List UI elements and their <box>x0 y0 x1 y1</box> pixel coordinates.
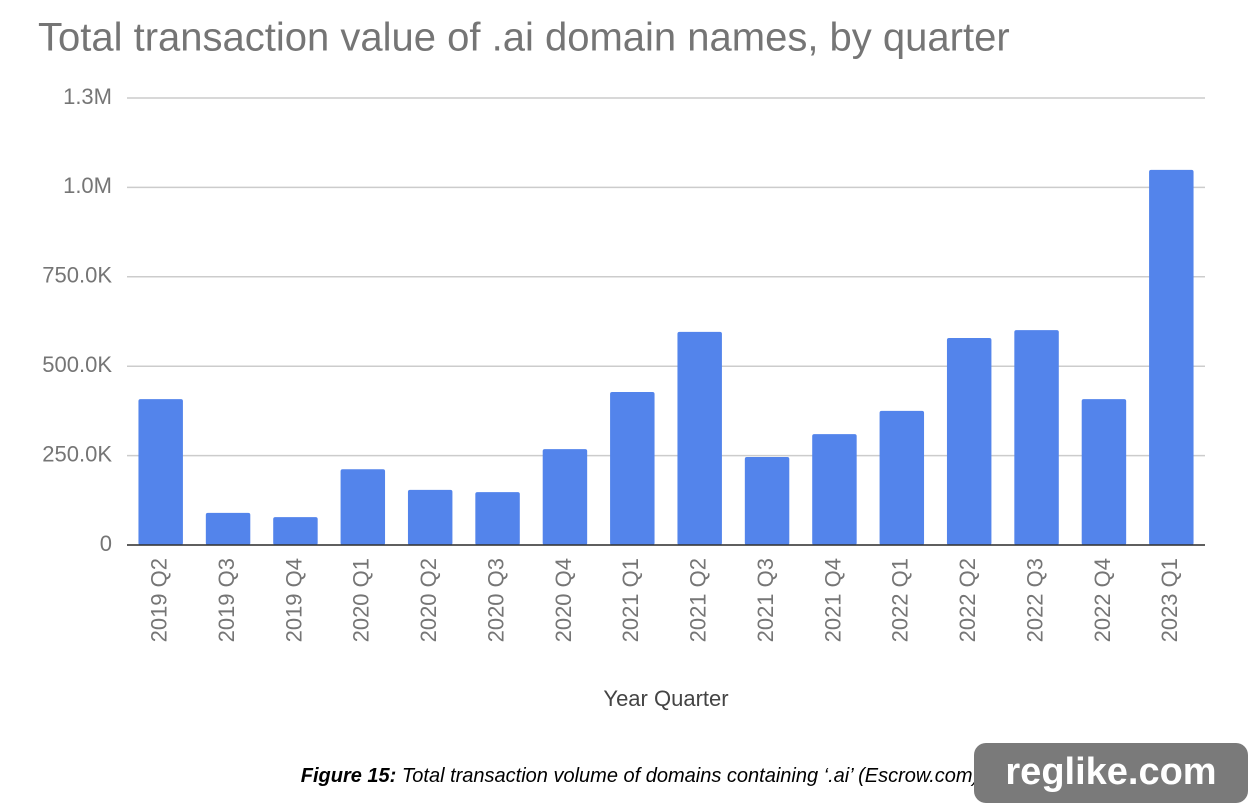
caption-figure: Figure 15: <box>301 765 397 787</box>
bar <box>1149 169 1194 545</box>
x-tick-label: 2022 Q1 <box>888 558 913 642</box>
x-tick-label: 2021 Q3 <box>753 558 778 642</box>
x-tick-label: 2021 Q2 <box>686 558 711 642</box>
bar <box>812 434 857 545</box>
bar <box>610 391 655 545</box>
y-tick-label: 1.0M <box>63 173 112 198</box>
bar <box>205 512 251 545</box>
bar <box>879 410 925 545</box>
bar <box>273 517 318 545</box>
chart-title: Total transaction value of .ai domain na… <box>38 16 1010 60</box>
y-tick-label: 500.0K <box>42 352 112 377</box>
bar <box>138 399 183 545</box>
bar <box>744 457 790 545</box>
x-tick-label: 2022 Q2 <box>955 558 980 642</box>
x-tick-label: 2020 Q1 <box>349 558 374 642</box>
bar <box>677 331 722 545</box>
bar <box>946 337 992 545</box>
x-tick-label: 2023 Q1 <box>1157 558 1182 642</box>
x-tick-label: 2022 Q3 <box>1022 558 1047 642</box>
bar <box>407 489 453 545</box>
x-tick-label: 2019 Q2 <box>147 558 172 642</box>
bar <box>542 449 588 545</box>
x-tick-label: 2021 Q4 <box>820 558 845 642</box>
y-tick-label: 750.0K <box>42 263 112 288</box>
watermark: reglike.com <box>1005 751 1216 793</box>
x-tick-label: 2020 Q2 <box>416 558 441 642</box>
bar <box>1014 330 1059 545</box>
x-tick-label: 2020 Q4 <box>551 558 576 642</box>
x-tick-label: 2019 Q3 <box>214 558 239 642</box>
x-tick-label: 2021 Q1 <box>618 558 643 642</box>
x-tick-label: 2020 Q3 <box>483 558 508 642</box>
x-tick-label: 2019 Q4 <box>281 558 306 642</box>
bar <box>340 469 386 545</box>
bar <box>475 492 520 545</box>
x-tick-label: 2022 Q4 <box>1090 558 1115 642</box>
caption: Figure 15: Total transaction volume of d… <box>301 765 979 787</box>
y-tick-label: 1.3M <box>63 84 112 109</box>
bar <box>1081 399 1127 545</box>
x-axis-label: Year Quarter <box>603 686 728 711</box>
watermark-box <box>974 743 1248 803</box>
y-tick-label: 0 <box>100 531 112 556</box>
caption-text: Total transaction volume of domains cont… <box>402 765 979 787</box>
y-tick-label: 250.0K <box>42 441 112 466</box>
